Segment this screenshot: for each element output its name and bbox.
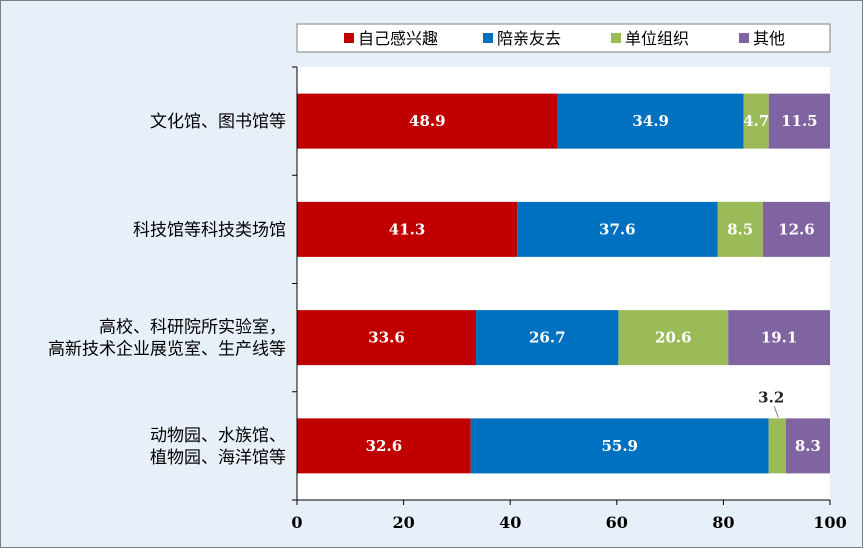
data-label: 48.9 xyxy=(409,112,446,130)
legend-swatch xyxy=(739,33,749,43)
bar-segment xyxy=(717,201,763,257)
bar-segment xyxy=(297,310,477,366)
legend-label: 单位组织 xyxy=(625,29,689,48)
bar-segment xyxy=(557,93,744,149)
category-label: 文化馆、图书馆等 xyxy=(150,112,286,132)
data-label: 3.2 xyxy=(758,388,784,406)
bar-segment xyxy=(297,201,518,257)
data-label: 34.9 xyxy=(632,112,669,130)
legend-label: 自己感兴趣 xyxy=(358,29,438,48)
legend-swatch xyxy=(483,33,493,43)
bar-segment xyxy=(297,418,471,474)
data-label: 8.5 xyxy=(727,220,753,238)
data-label: 4.7 xyxy=(743,112,769,130)
data-label: 20.6 xyxy=(655,329,692,347)
data-label: 12.6 xyxy=(778,220,815,238)
data-label: 19.1 xyxy=(761,329,798,347)
category-label: 高新技术企业展览室、生产线等 xyxy=(48,340,286,360)
data-label: 41.3 xyxy=(389,220,426,238)
category-label: 植物园、海洋馆等 xyxy=(150,448,286,468)
legend-swatch xyxy=(344,33,354,43)
data-label: 8.3 xyxy=(795,437,821,455)
bar-segment xyxy=(297,93,558,149)
x-tick-label: 40 xyxy=(499,513,521,532)
data-label: 55.9 xyxy=(601,437,638,455)
category-label: 高校、科研院所实验室， xyxy=(99,318,286,338)
leader-line xyxy=(773,406,779,418)
bar-segment xyxy=(728,310,830,366)
legend-label: 其他 xyxy=(753,29,785,48)
legend-swatch xyxy=(611,33,621,43)
data-label: 11.5 xyxy=(781,112,818,130)
x-tick-label: 0 xyxy=(291,513,302,532)
bar-segment xyxy=(476,310,619,366)
bar-segment xyxy=(768,418,786,474)
data-label: 32.6 xyxy=(366,437,403,455)
bar-segment xyxy=(768,93,830,149)
bar-segment xyxy=(470,418,769,474)
bar-segment xyxy=(517,201,718,257)
legend-label: 陪亲友去 xyxy=(497,29,561,48)
category-label: 科技馆等科技类场馆 xyxy=(133,220,286,240)
data-label: 37.6 xyxy=(599,220,636,238)
bar-segment xyxy=(762,201,830,257)
bar-segment xyxy=(618,310,729,366)
data-label: 33.6 xyxy=(368,329,405,347)
bar-segment xyxy=(785,418,830,474)
x-tick-label: 20 xyxy=(392,513,414,532)
x-tick-label: 100 xyxy=(813,513,846,532)
bar-segment xyxy=(743,93,769,149)
x-tick-label: 60 xyxy=(606,513,628,532)
category-label: 动物园、水族馆、 xyxy=(150,426,286,446)
x-tick-label: 80 xyxy=(712,513,734,532)
data-label: 26.7 xyxy=(529,329,566,347)
